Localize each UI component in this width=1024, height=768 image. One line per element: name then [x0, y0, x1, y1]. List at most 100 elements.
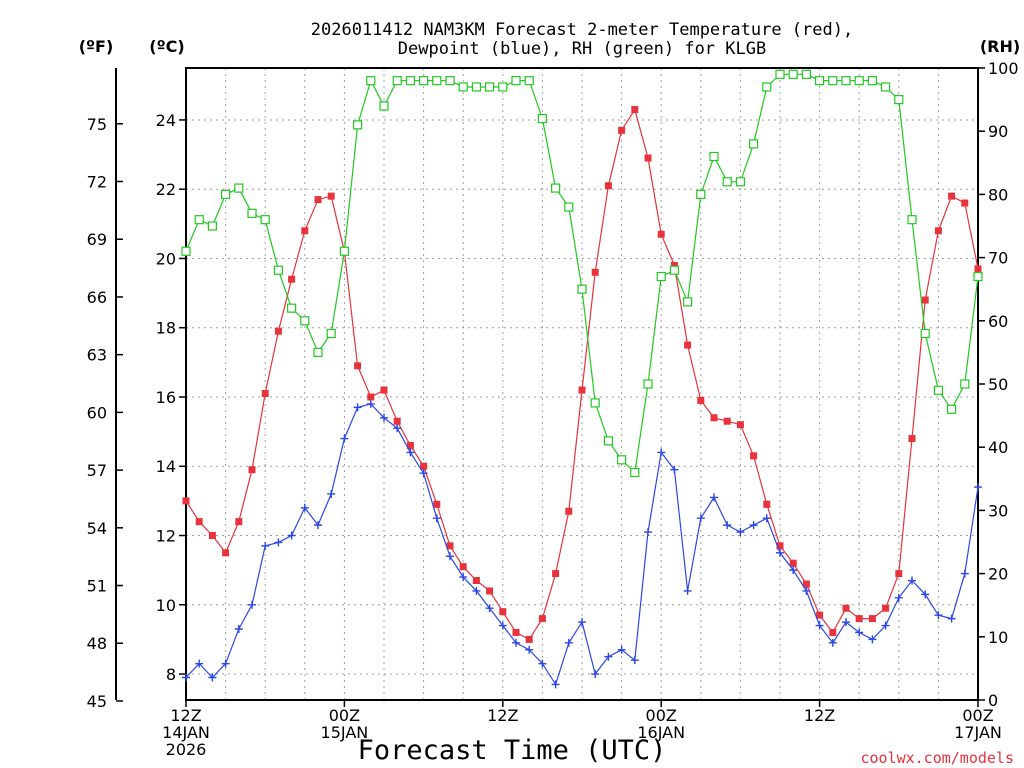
rh-tick-label: 20: [988, 565, 1008, 584]
data-point: [578, 618, 586, 627]
data-point: [789, 566, 798, 575]
data-point: [525, 645, 534, 654]
data-point: [735, 177, 746, 187]
data-point: [604, 652, 613, 661]
data-point: [604, 182, 612, 190]
data-point: [684, 341, 692, 349]
data-point: [643, 379, 653, 389]
data-point: [709, 151, 719, 162]
data-point: [446, 542, 454, 550]
data-point: [710, 493, 718, 502]
data-point: [603, 436, 614, 446]
data-point: [828, 638, 837, 647]
series-line: [185, 403, 979, 686]
data-point: [182, 673, 190, 682]
data-point: [974, 483, 982, 492]
data-point: [814, 76, 825, 86]
data-point: [406, 448, 415, 457]
data-point: [537, 113, 548, 124]
fahrenheit-tick-label: 63: [87, 346, 107, 365]
data-point: [379, 101, 389, 111]
data-point: [550, 183, 561, 193]
data-point: [630, 467, 640, 478]
x-tick-label: 12Z: [804, 706, 835, 725]
data-point: [459, 563, 467, 571]
data-point: [894, 593, 903, 602]
data-point: [895, 570, 903, 578]
data-point: [868, 635, 877, 644]
data-point: [195, 518, 203, 526]
data-point: [948, 192, 956, 200]
data-point: [908, 435, 916, 443]
data-point: [946, 404, 957, 414]
data-point: [446, 552, 454, 561]
data-point: [591, 670, 600, 679]
data-point: [565, 507, 573, 515]
data-point: [392, 76, 402, 86]
data-point: [313, 347, 323, 357]
celsius-tick-label: 16: [156, 388, 176, 407]
data-point: [432, 76, 442, 86]
data-point: [696, 514, 705, 523]
data-point: [748, 139, 759, 149]
celsius-unit-label: (ºC): [149, 37, 184, 56]
data-point: [947, 614, 956, 623]
celsius-tick-label: 10: [156, 596, 176, 615]
data-point: [301, 227, 309, 235]
data-point: [618, 126, 626, 134]
data-point: [670, 261, 678, 269]
data-point: [617, 645, 626, 654]
data-point: [577, 284, 587, 294]
data-point: [960, 379, 970, 389]
data-point: [683, 586, 692, 595]
data-point: [776, 542, 784, 550]
data-point: [511, 76, 521, 86]
data-point: [485, 604, 494, 613]
rh-tick-label: 70: [988, 249, 1008, 268]
data-point: [234, 183, 244, 193]
fahrenheit-tick-label: 48: [87, 634, 107, 653]
data-point: [723, 417, 731, 425]
series-dewpoint: [182, 399, 982, 689]
x-tick-label: 16JAN: [637, 723, 685, 742]
celsius-tick-label: 14: [156, 457, 176, 476]
fahrenheit-tick-label: 66: [87, 288, 107, 307]
data-point: [182, 497, 190, 505]
data-point: [208, 673, 217, 682]
data-point: [960, 569, 969, 578]
fahrenheit-tick-label: 75: [87, 115, 107, 134]
celsius-tick-label: 20: [156, 249, 176, 268]
rh-tick-label: 100: [988, 59, 1019, 78]
data-point: [195, 659, 204, 668]
data-point: [314, 196, 322, 204]
rh-tick-label: 30: [988, 501, 1008, 520]
data-point: [723, 521, 732, 530]
data-point: [472, 577, 480, 585]
celsius-tick-label: 22: [156, 180, 176, 199]
data-point: [657, 448, 666, 457]
x-tick-label: 17JAN: [954, 723, 1002, 742]
data-point: [445, 76, 455, 86]
data-point: [273, 265, 283, 275]
data-point: [551, 680, 560, 689]
gridlines: [186, 68, 978, 700]
data-point: [657, 230, 665, 238]
data-point: [656, 271, 666, 282]
data-point: [498, 82, 508, 92]
data-point: [762, 514, 771, 523]
data-point: [524, 76, 534, 86]
celsius-tick-label: 8: [166, 665, 176, 684]
data-point: [380, 413, 388, 422]
data-point: [867, 76, 878, 86]
data-point: [221, 189, 231, 199]
data-point: [248, 600, 256, 609]
data-point: [710, 414, 718, 422]
data-point: [472, 586, 481, 595]
data-point: [894, 94, 904, 105]
data-point: [393, 424, 402, 433]
data-point: [207, 221, 217, 231]
data-point: [380, 386, 388, 394]
fahrenheit-tick-label: 45: [87, 692, 107, 711]
data-point: [525, 635, 533, 643]
data-point: [274, 538, 283, 547]
